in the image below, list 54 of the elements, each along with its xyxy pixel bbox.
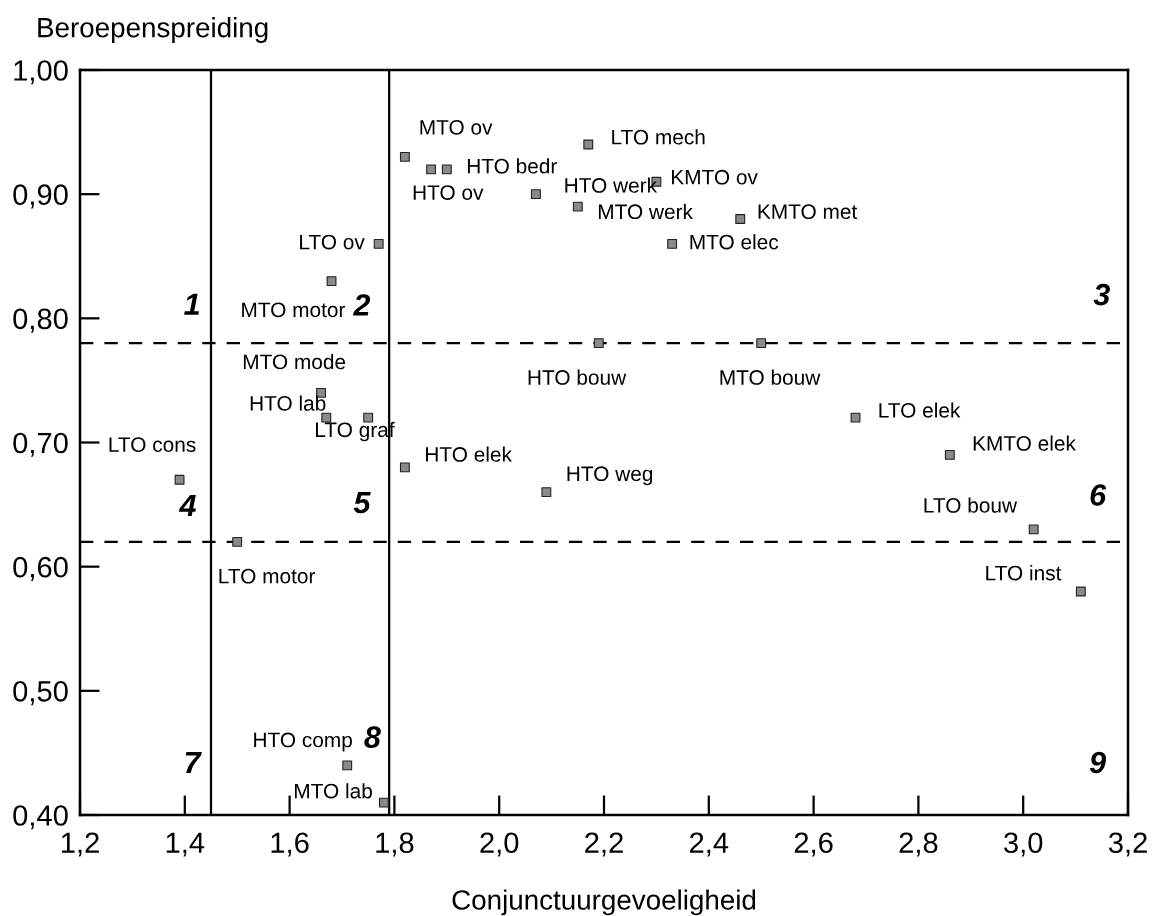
annotation: LTO cons [109,437,196,453]
annotation: HTO werk [565,177,658,193]
y-tick-label: 0,40 [13,805,68,830]
annotation: 8 [364,726,381,748]
y-tick-label: 0,70 [13,432,68,457]
annotation: HTO lab [250,395,326,411]
annotation: 7 [185,751,202,773]
annotation: 5 [353,491,371,514]
annotation: 1 [184,293,199,315]
annotation: KMTO elek [973,435,1076,451]
x-tick-label: 2,4 [690,832,729,857]
annotation: HTO bedr [467,158,557,174]
x-tick-label: 2,0 [480,832,519,857]
annotation: LTO ov [300,234,365,250]
x-axis-title: Conjunctuurgevoeligheid [452,889,756,916]
y-tick-label: 1,00 [14,60,68,85]
annotation: HTO comp [254,732,352,752]
annotation: LTO motor [219,568,316,584]
annotation: 9 [1089,751,1106,774]
annotation: MTO elec [690,234,779,250]
x-tick-label: 1,8 [376,832,414,857]
x-tick-label: 2,2 [585,832,623,857]
y-tick-label: 0,60 [13,556,68,581]
x-tick-label: 3,2 [1108,832,1147,857]
annotation: MTO mode [243,353,346,370]
annotation: 6 [1090,484,1107,506]
annotation: LTO bouw [924,497,1018,513]
annotation: HTO bouw [528,369,627,385]
x-tick-label: 2,8 [899,832,938,857]
x-tick-label: 1,2 [61,832,99,857]
annotation: HTO elek [426,446,512,462]
annotation: 3 [1093,283,1110,306]
y-tick-label: 0,50 [13,681,68,706]
annotation: LTO inst [986,565,1062,581]
annotation: KMTO met [758,204,858,220]
annotation: KMTO ov [672,169,758,185]
x-tick-label: 3,0 [1004,832,1043,857]
annotation: LTO elek [879,402,961,418]
annotation: MTO lab [295,783,372,799]
y-tick-label: 0,90 [13,184,68,209]
annotation: MTO werk [598,203,693,220]
x-tick-label: 1,6 [271,832,309,857]
x-tick-label: 1,4 [166,832,205,857]
annotation: 4 [178,494,196,516]
annotation: MTO motor [242,302,346,318]
annotation: MTO bouw [720,369,821,385]
y-axis-title: Beroepenspreiding [38,17,268,43]
x-tick-label: 2,6 [794,832,833,857]
y-tick-label: 0,80 [13,308,68,333]
annotation: HTO weg [567,466,653,486]
annotation: 2 [352,294,371,316]
annotation: LTO mech [612,129,705,145]
annotation: MTO ov [420,119,493,135]
annotation: HTO ov [413,185,484,200]
